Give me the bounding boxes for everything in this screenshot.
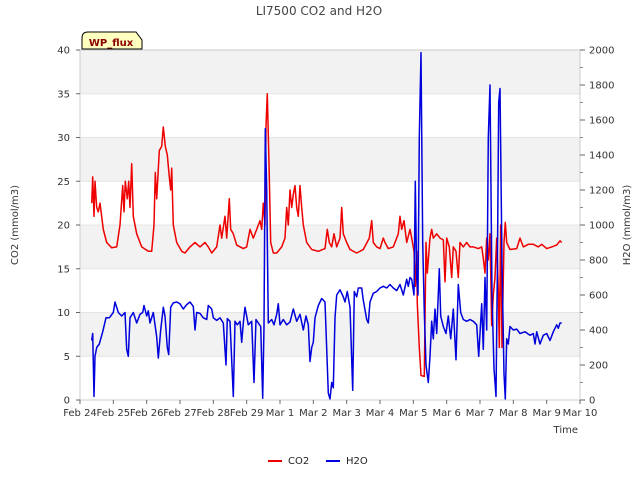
grid-band [80,50,580,94]
badge-label: WP_flux [89,38,134,49]
x-tick-label: Mar 4 [366,408,394,419]
x-tick-label: Mar 2 [299,408,327,419]
x-tick-label: Feb 26 [130,408,164,419]
badge-shape [81,31,143,50]
right-tick-label: 600 [589,291,608,302]
x-tick-label: Mar 9 [532,408,560,419]
grid-band [80,312,580,357]
left-tick-label: 10 [57,308,70,319]
right-tick-label: 400 [589,326,608,337]
x-tick-label: Mar 10 [563,408,598,419]
x-tick-label: Feb 28 [197,408,231,419]
series-layer [90,51,563,400]
right-tick-label: 2000 [589,46,614,57]
legend: CO2 H2O [268,456,368,467]
x-tick-label: Mar 7 [466,408,494,419]
wp-flux-badge: WP_flux [81,31,143,50]
x-tick-label: Mar 1 [266,408,294,419]
x-axis: Feb 24 Feb 25 Feb 26 Feb 27 Feb 28 Feb 29 Mar … [63,400,597,419]
left-tick-label: 0 [64,396,70,407]
left-tick-label: 20 [57,221,70,232]
series-line-h2o [90,51,562,400]
series-line-co2 [90,93,563,378]
x-tick-label: Mar 5 [399,408,427,419]
right-tick-label: 1200 [589,186,614,197]
right-axis: 0 200 400 600 800 1000 1200 1400 1600 1800 2000 [580,46,614,407]
x-tick-label: Mar 6 [432,408,460,419]
right-tick-label: 1600 [589,116,614,127]
legend-co2-label: CO2 [288,456,309,467]
left-axis: 0 5 10 15 20 25 30 35 40 [57,46,80,407]
x-tick-label: Mar 3 [332,408,360,419]
x-tick-label: Feb 25 [97,408,131,419]
left-tick-label: 25 [57,177,70,188]
left-tick-label: 40 [57,46,70,57]
x-axis-title: Time [553,425,578,436]
right-tick-label: 800 [589,256,608,267]
grid-band [80,137,580,182]
x-tick-label: Feb 24 [63,408,97,419]
left-tick-label: 5 [64,352,70,363]
left-tick-label: 35 [57,89,70,100]
x-tick-label: Feb 27 [163,408,197,419]
right-tick-label: 200 [589,361,608,372]
x-tick-label: Feb 29 [230,408,264,419]
left-axis-title: CO2 (mmol/m3) [10,185,21,265]
right-tick-label: 1000 [589,221,614,232]
right-tick-label: 1400 [589,151,614,162]
right-axis-title: H2O (mmol/m3) [622,185,633,266]
chart-title: LI7500 CO2 and H2O [256,4,382,18]
left-tick-label: 15 [57,264,70,275]
x-tick-label: Mar 8 [499,408,527,419]
right-tick-label: 0 [589,396,595,407]
left-tick-label: 30 [57,133,70,144]
right-tick-label: 1800 [589,81,614,92]
legend-h2o-label: H2O [346,456,368,467]
